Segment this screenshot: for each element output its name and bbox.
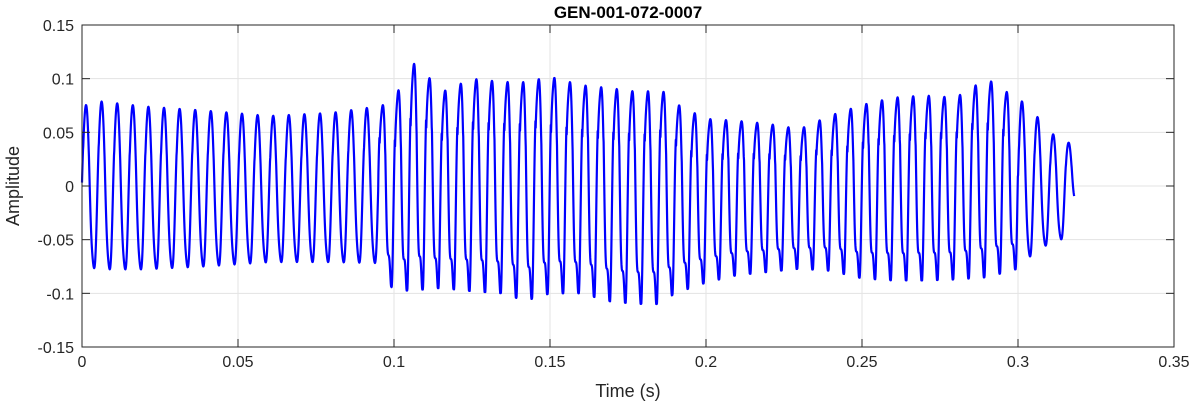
x-tick-label: 0.25 <box>846 354 877 371</box>
y-tick-label: 0.05 <box>43 125 74 142</box>
x-tick-label: 0.35 <box>1158 354 1189 371</box>
x-tick-label: 0.15 <box>534 354 565 371</box>
y-tick-label: 0.15 <box>43 18 74 35</box>
waveform-series-line <box>80 62 1076 306</box>
y-tick-label: -0.15 <box>38 340 75 357</box>
x-tick-label: 0.2 <box>695 354 717 371</box>
y-tick-label: 0.1 <box>52 72 74 89</box>
chart-title: GEN-001-072-0007 <box>554 3 702 22</box>
tick-layer: 0 0.05 0.1 0.15 0.2 0.25 0.3 0.350.150.10.050-0… <box>38 18 1190 371</box>
y-axis-label: Amplitude <box>3 146 23 226</box>
x-tick-label: 0.3 <box>1007 354 1029 371</box>
x-tick-label: 0 <box>78 354 87 371</box>
x-axis-label: Time (s) <box>595 381 660 401</box>
y-tick-label: -0.1 <box>46 286 74 303</box>
y-tick-label: 0 <box>65 179 74 196</box>
x-tick-label: 0.05 <box>222 354 253 371</box>
x-tick-label: 0.1 <box>383 354 405 371</box>
series-layer <box>80 62 1076 306</box>
y-tick-label: -0.05 <box>38 233 75 250</box>
